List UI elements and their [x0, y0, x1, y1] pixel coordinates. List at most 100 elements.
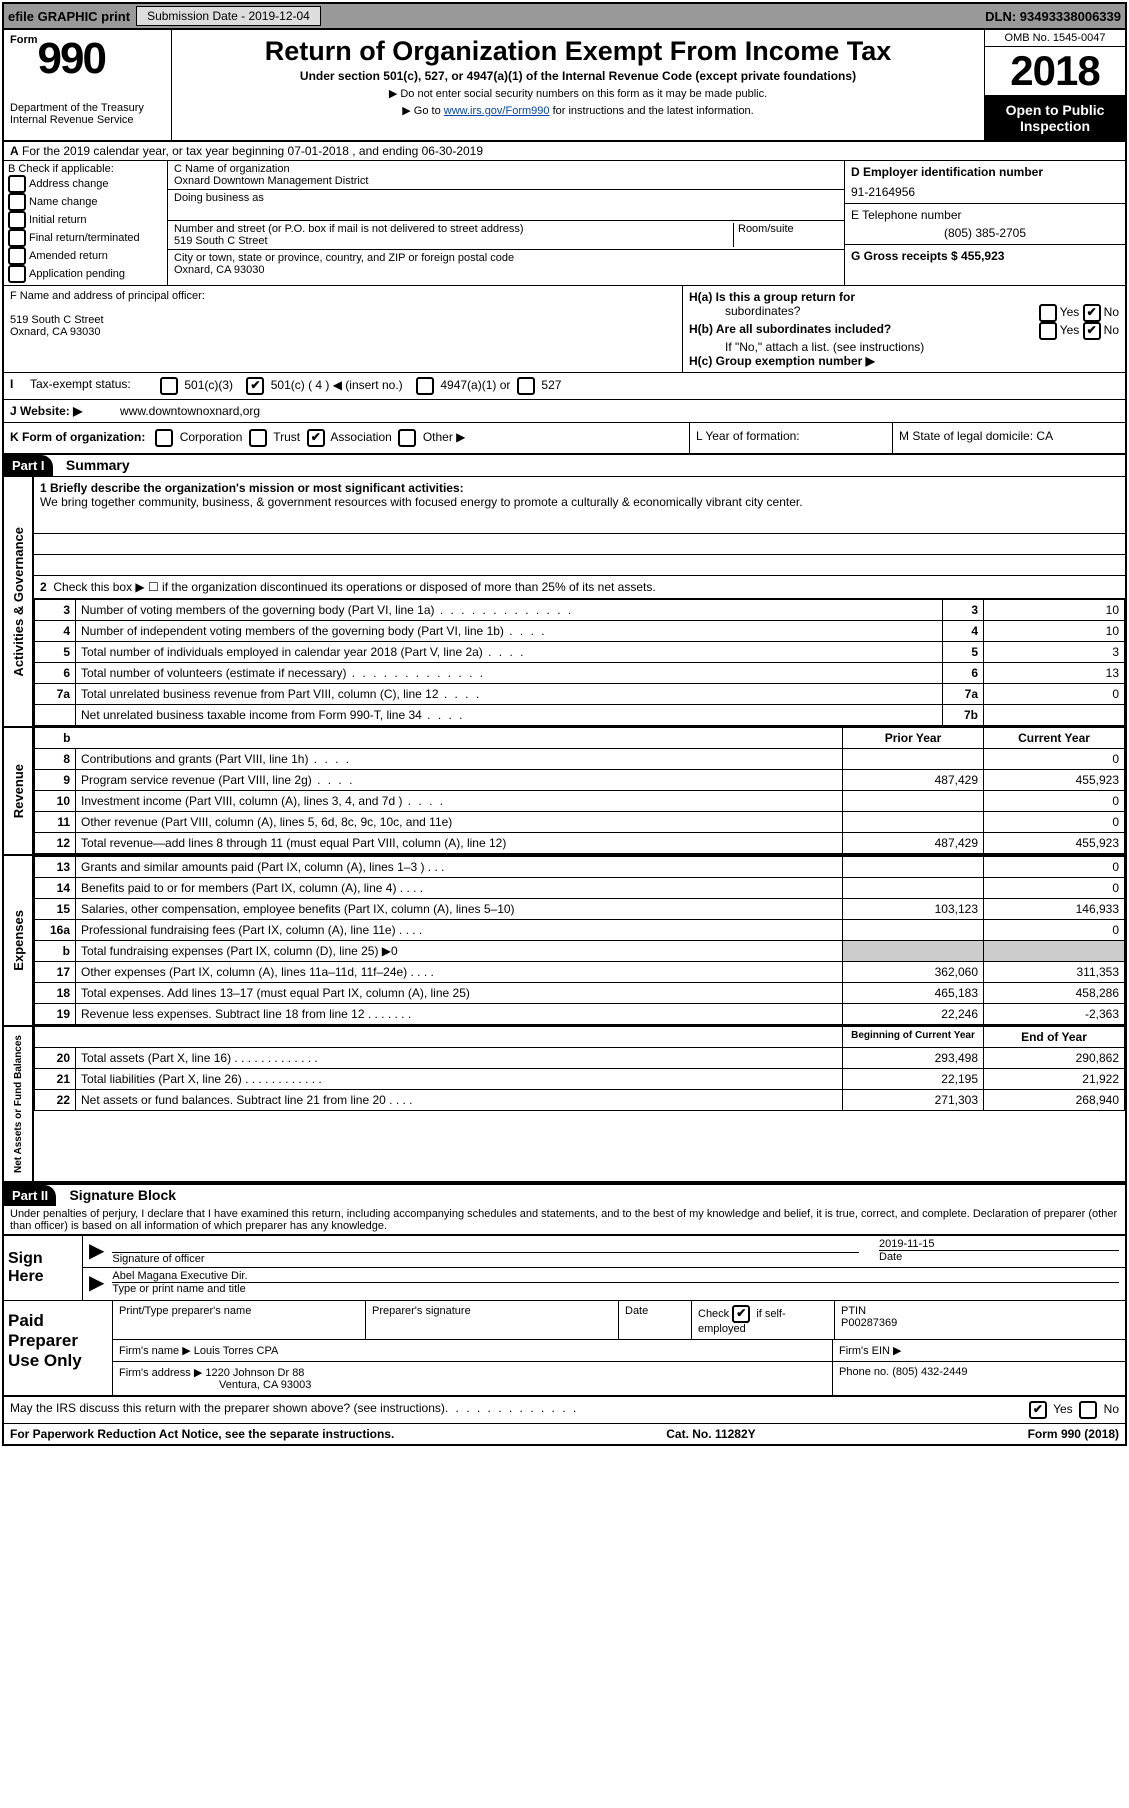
firm-phone: Phone no. (805) 432-2449: [833, 1362, 1125, 1395]
revenue-label: Revenue: [9, 756, 28, 826]
dba-label: Doing business as: [174, 192, 838, 204]
table-row: 7aTotal unrelated business revenue from …: [35, 684, 1125, 705]
part1-title: Summary: [56, 457, 130, 473]
chk-amended[interactable]: Amended return: [8, 247, 163, 265]
gross-cell: G Gross receipts $ 455,923: [845, 245, 1125, 267]
table-row: 22Net assets or fund balances. Subtract …: [35, 1090, 1125, 1111]
table-row: 20Total assets (Part X, line 16) . . . .…: [35, 1048, 1125, 1069]
m-cell: M State of legal domicile: CA: [893, 423, 1125, 453]
penalty-text: Under penalties of perjury, I declare th…: [4, 1206, 1125, 1236]
street-label: Number and street (or P.O. box if mail i…: [174, 223, 729, 235]
expenses-label: Expenses: [9, 902, 28, 979]
chk-self-emp[interactable]: [732, 1305, 750, 1323]
governance-section: Activities & Governance 1 Briefly descri…: [4, 477, 1125, 728]
hb-yes[interactable]: [1039, 322, 1057, 340]
ha-yes[interactable]: [1039, 304, 1057, 322]
desc-line-2: [34, 534, 1125, 555]
city: Oxnard, CA 93030: [174, 264, 838, 276]
chk-final[interactable]: Final return/terminated: [8, 229, 163, 247]
part1-header-row: Part I Summary: [4, 455, 1125, 477]
chk-address[interactable]: Address change: [8, 175, 163, 193]
city-cell: City or town, state or province, country…: [168, 250, 844, 278]
tax-year: 2018: [985, 47, 1125, 96]
table-row: 8Contributions and grants (Part VIII, li…: [35, 749, 1125, 770]
top-bar: efile GRAPHIC print Submission Date - 20…: [4, 4, 1125, 30]
paid-block: Paid Preparer Use Only Print/Type prepar…: [4, 1301, 1125, 1395]
section-bcd: B Check if applicable: Address change Na…: [4, 161, 1125, 286]
prep-sig-label: Preparer's signature: [366, 1301, 619, 1339]
prep-name-label: Print/Type preparer's name: [113, 1301, 366, 1339]
revenue-section: Revenue bPrior YearCurrent Year 8Contrib…: [4, 728, 1125, 856]
street-cell: Number and street (or P.O. box if mail i…: [168, 221, 844, 250]
chk-trust[interactable]: [249, 429, 267, 447]
ein-label: D Employer identification number: [851, 165, 1043, 179]
klm-row: K Form of organization: Corporation Trus…: [4, 423, 1125, 455]
phone-cell: E Telephone number (805) 385-2705: [845, 204, 1125, 245]
website-row: J Website: ▶ www.downtownoxnard,org: [4, 400, 1125, 423]
chk-4947[interactable]: [416, 377, 434, 395]
check-self-emp: Check if self-employed: [692, 1301, 835, 1339]
f-addr1: 519 South C Street: [10, 314, 676, 326]
prep-row3: Firm's address ▶ 1220 Johnson Dr 88Ventu…: [113, 1362, 1125, 1395]
netassets-label: Net Assets or Fund Balances: [11, 1027, 26, 1181]
efile-label: efile GRAPHIC print: [8, 9, 130, 24]
ein-cell: D Employer identification number 91-2164…: [845, 161, 1125, 204]
part2-title: Signature Block: [59, 1187, 176, 1203]
submission-date-button[interactable]: Submission Date - 2019-12-04: [136, 6, 321, 26]
hb-row: H(b) Are all subordinates included? Yes …: [689, 322, 1119, 340]
chk-assoc[interactable]: [307, 429, 325, 447]
arrow-icon: ▶: [89, 1238, 104, 1265]
chk-name[interactable]: Name change: [8, 193, 163, 211]
ha-no[interactable]: [1083, 304, 1101, 322]
rev-table: bPrior YearCurrent Year 8Contributions a…: [34, 728, 1125, 854]
chk-501c3[interactable]: [160, 377, 178, 395]
prep-row2: Firm's name ▶ Louis Torres CPA Firm's EI…: [113, 1340, 1125, 1362]
public-inspection: Open to Public Inspection: [985, 96, 1125, 140]
table-row: 21Total liabilities (Part X, line 26) . …: [35, 1069, 1125, 1090]
chk-527[interactable]: [517, 377, 535, 395]
header-center-col: Return of Organization Exempt From Incom…: [172, 30, 984, 140]
part2: Part II Signature Block Under penalties …: [4, 1183, 1125, 1423]
tax-status-label: Tax-exempt status:: [30, 377, 160, 395]
table-row: 9Program service revenue (Part VIII, lin…: [35, 770, 1125, 791]
table-row: 4Number of independent voting members of…: [35, 621, 1125, 642]
chk-initial[interactable]: Initial return: [8, 211, 163, 229]
dba-cell: Doing business as: [168, 190, 844, 221]
chk-pending[interactable]: Application pending: [8, 265, 163, 283]
firm-addr: Firm's address ▶ 1220 Johnson Dr 88Ventu…: [113, 1362, 833, 1395]
b-label: B Check if applicable:: [8, 163, 163, 175]
form-title: Return of Organization Exempt From Incom…: [180, 36, 976, 67]
ha-row: H(a) Is this a group return for: [689, 290, 1119, 304]
sig-officer-line: ▶ Signature of officer 2019-11-15Date: [83, 1236, 1125, 1268]
discuss-row: May the IRS discuss this return with the…: [4, 1395, 1125, 1423]
phone-label: E Telephone number: [851, 208, 1119, 222]
prep-row1: Print/Type preparer's name Preparer's si…: [113, 1301, 1125, 1340]
goto-note: ▶ Go to www.irs.gov/Form990 for instruct…: [180, 104, 976, 117]
phone: (805) 385-2705: [851, 226, 1119, 240]
line1: 1 Briefly describe the organization's mi…: [34, 477, 1125, 513]
bottom-line: For Paperwork Reduction Act Notice, see …: [4, 1423, 1125, 1444]
discuss-yes[interactable]: [1029, 1401, 1047, 1419]
chk-other[interactable]: [398, 429, 416, 447]
chk-501c[interactable]: [246, 377, 264, 395]
table-row: 17Other expenses (Part IX, column (A), l…: [35, 962, 1125, 983]
table-header: bPrior YearCurrent Year: [35, 728, 1125, 749]
table-row: bTotal fundraising expenses (Part IX, co…: [35, 941, 1125, 962]
org-name-label: C Name of organization: [174, 163, 838, 175]
table-row: 10Investment income (Part VIII, column (…: [35, 791, 1125, 812]
chk-corp[interactable]: [155, 429, 173, 447]
hb-no[interactable]: [1083, 322, 1101, 340]
irs-link[interactable]: www.irs.gov/Form990: [444, 105, 550, 117]
discuss-no[interactable]: [1079, 1401, 1097, 1419]
sign-here-label: Sign Here: [4, 1236, 83, 1300]
org-name: Oxnard Downtown Management District: [174, 175, 838, 187]
sig-name-line: ▶ Abel Magana Executive Dir.Type or prin…: [83, 1268, 1125, 1297]
part1-header: Part I: [4, 455, 53, 476]
table-row: 18Total expenses. Add lines 13–17 (must …: [35, 983, 1125, 1004]
k-cell: K Form of organization: Corporation Trus…: [4, 423, 690, 453]
ssn-note: ▶ Do not enter social security numbers o…: [180, 87, 976, 100]
firm-ein: Firm's EIN ▶: [833, 1340, 1125, 1361]
line-a: A For the 2019 calendar year, or tax yea…: [4, 142, 1125, 161]
sign-block: Sign Here ▶ Signature of officer 2019-11…: [4, 1236, 1125, 1301]
ein: 91-2164956: [851, 185, 1119, 199]
